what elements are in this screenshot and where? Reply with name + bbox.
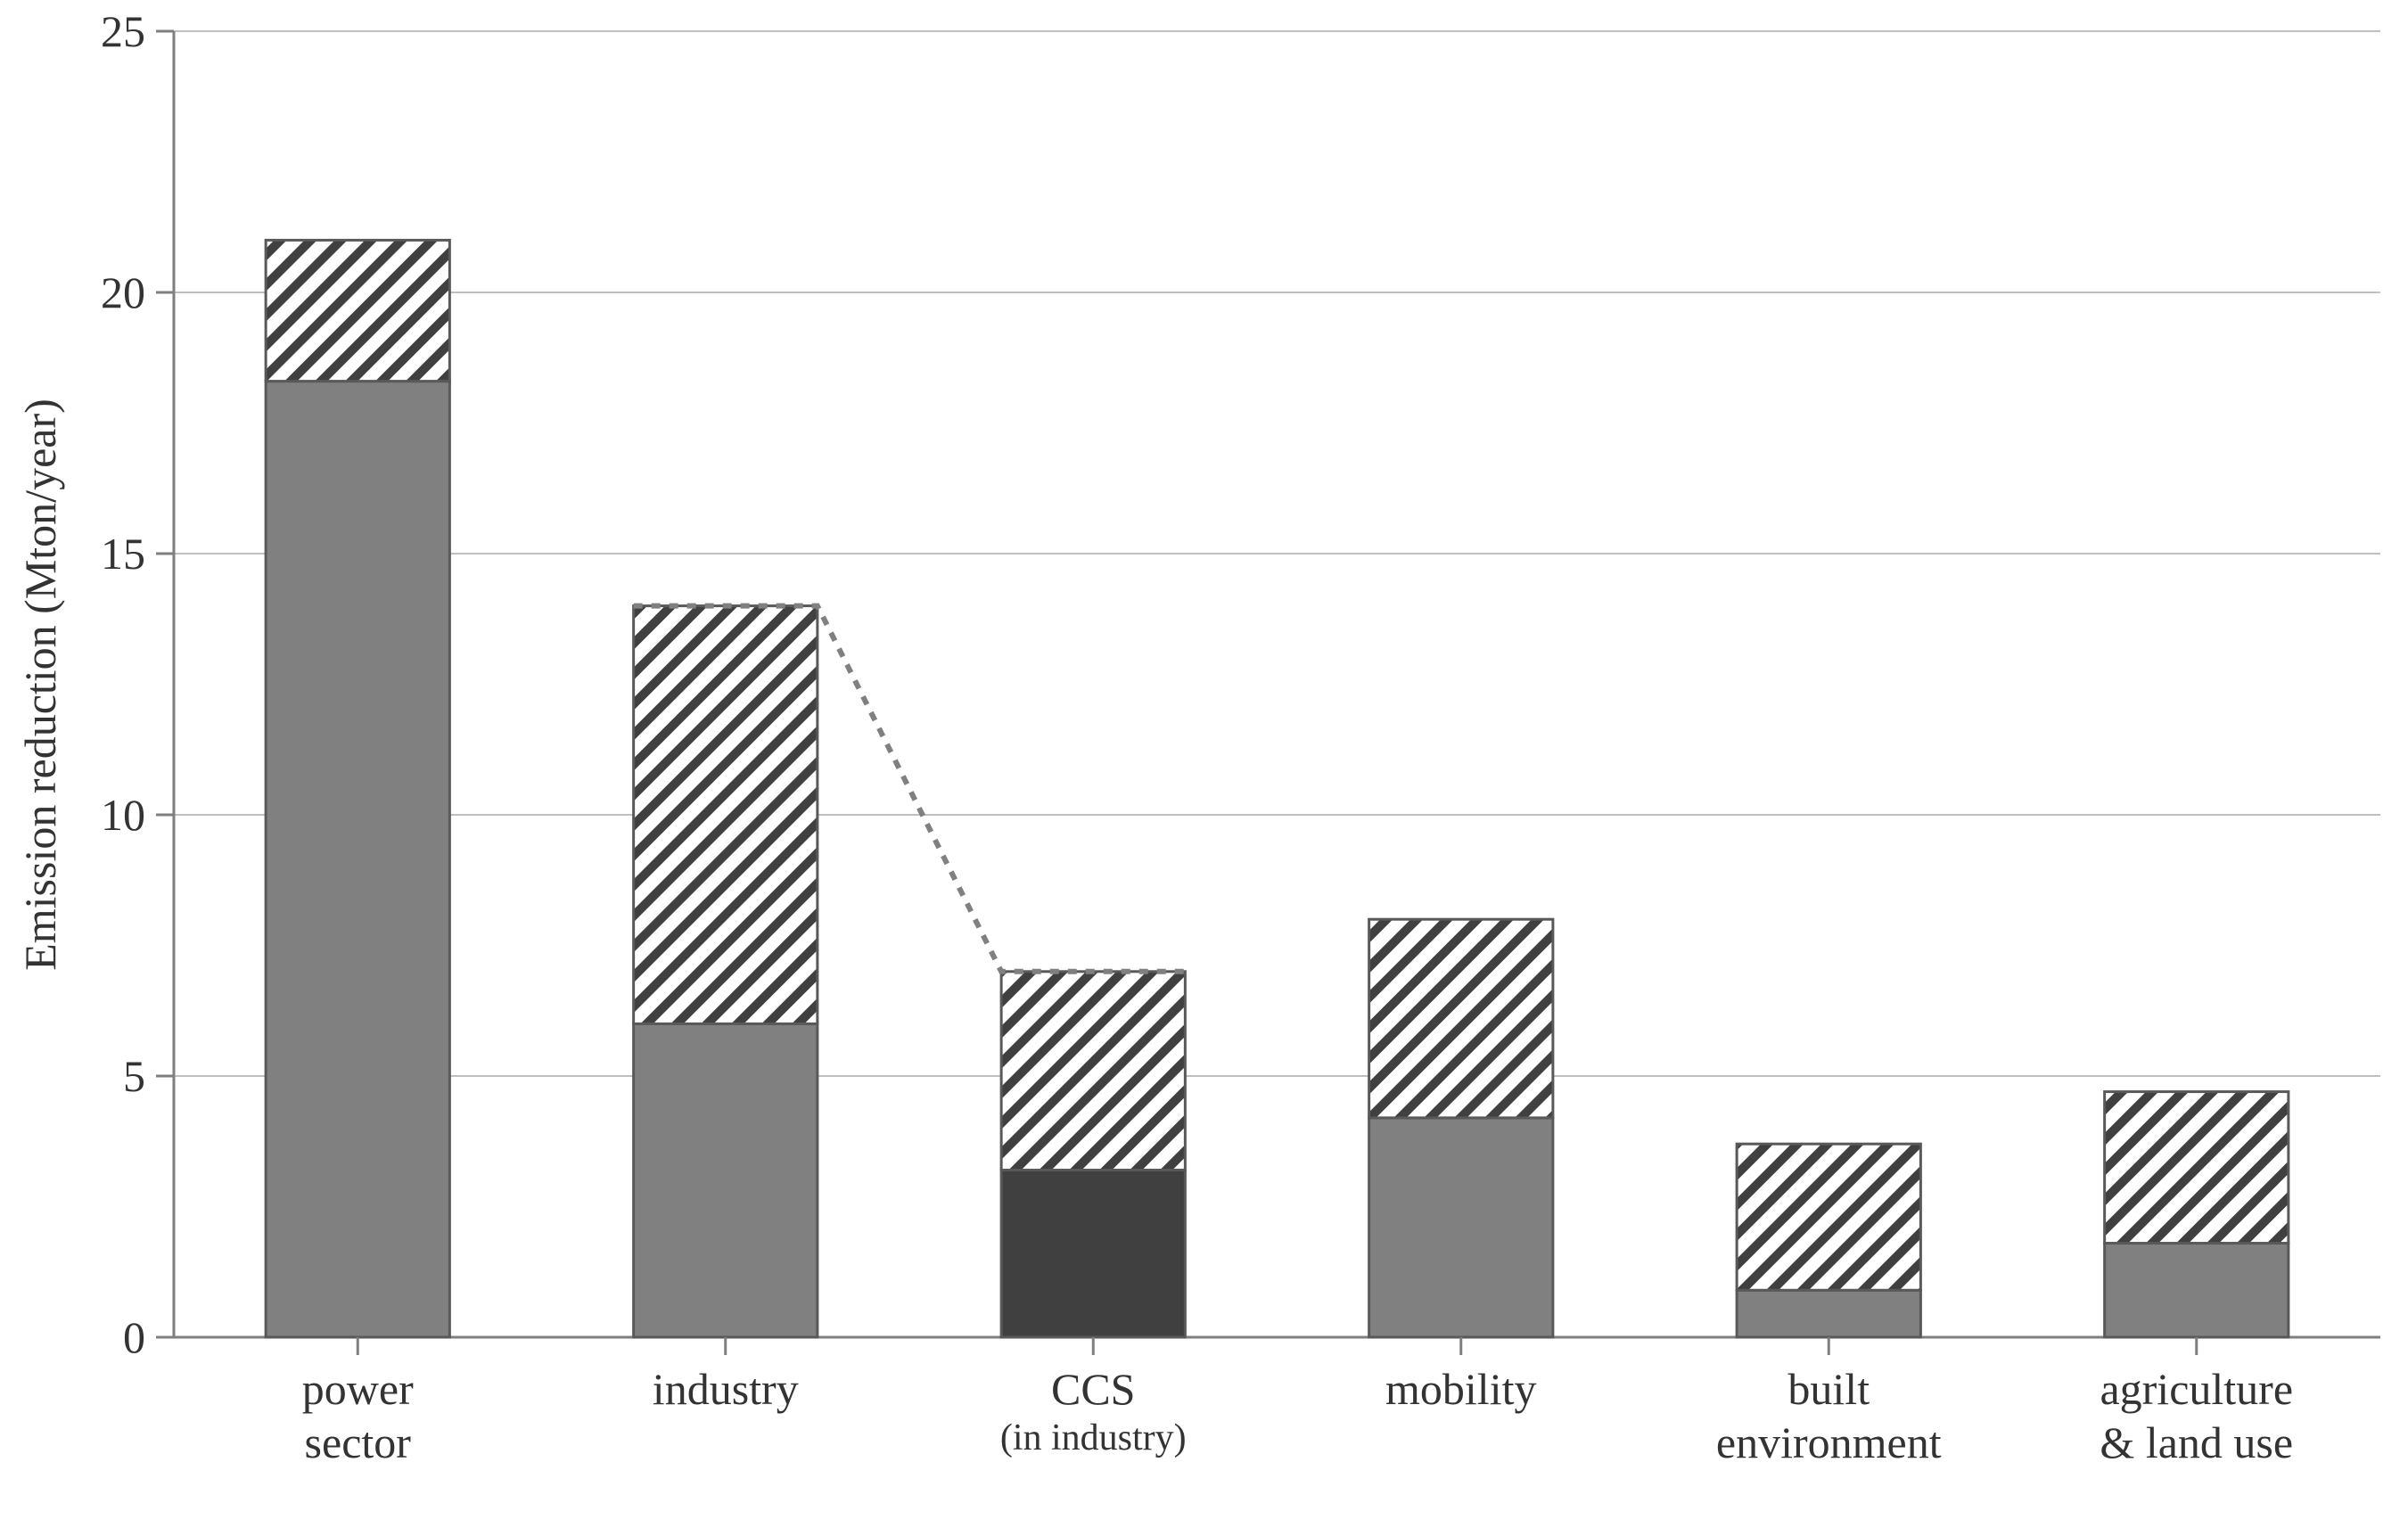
x-category-label: built environment xyxy=(1636,1362,2022,1469)
x-category-label-main: mobility xyxy=(1385,1364,1536,1414)
bar-hatched xyxy=(2105,1092,2289,1244)
y-tick-label: 15 xyxy=(101,528,145,579)
emission-reduction-chart: 0 5 10 15 20 25 Emission reduction (Mton/year)… xyxy=(0,0,2408,1524)
y-tick-label: 10 xyxy=(101,789,145,841)
bar-hatched xyxy=(634,606,818,1024)
y-tick-label: 20 xyxy=(101,267,145,318)
x-category-label-main: agriculture & land use xyxy=(2100,1364,2293,1467)
bar-solid xyxy=(634,1023,818,1337)
bar-hatched xyxy=(266,240,449,381)
x-category-label: agriculture & land use xyxy=(2003,1362,2389,1469)
x-category-label-main: power sector xyxy=(302,1364,414,1467)
bar-solid xyxy=(1001,1170,1185,1337)
bar-hatched xyxy=(1001,972,1185,1171)
bar-solid xyxy=(2105,1244,2289,1337)
x-category-label-main: industry xyxy=(653,1364,799,1414)
bar-solid xyxy=(1369,1118,1553,1337)
y-tick-label: 0 xyxy=(123,1311,145,1363)
y-tick-label: 5 xyxy=(123,1050,145,1102)
x-category-label-main: built environment xyxy=(1716,1364,1942,1467)
x-category-label: mobility xyxy=(1268,1362,1654,1416)
y-tick-label: 25 xyxy=(101,5,145,57)
y-axis-label: Emission reduction (Mton/year) xyxy=(14,398,66,971)
chart-svg xyxy=(0,0,2408,1524)
bar-solid xyxy=(266,382,449,1337)
x-category-label: industry xyxy=(532,1362,918,1416)
bar-hatched xyxy=(1369,919,1553,1118)
x-category-label-main: CCS xyxy=(1051,1364,1136,1414)
x-category-label-sub: (in industry) xyxy=(900,1416,1286,1460)
bar-solid xyxy=(1737,1290,1920,1337)
bar-hatched xyxy=(1737,1144,1920,1290)
x-category-label: CCS(in industry) xyxy=(900,1362,1286,1460)
x-category-label: power sector xyxy=(165,1362,551,1469)
